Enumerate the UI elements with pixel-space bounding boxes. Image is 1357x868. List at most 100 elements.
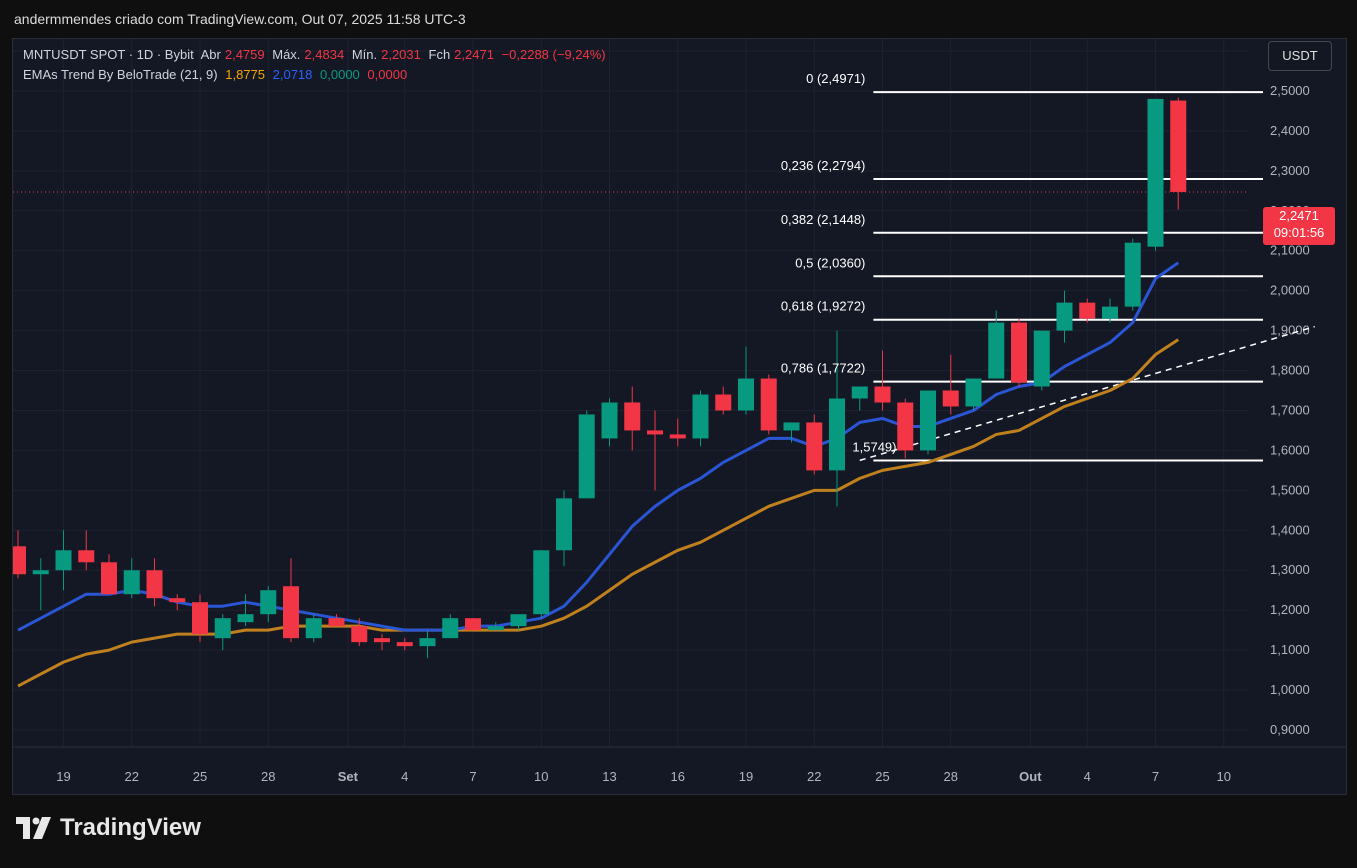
chart-panel[interactable]: 0,9000 1,0000 1,1000 1,2000 1,3000 1,4000 1,50… [12, 38, 1347, 795]
tradingview-logo-icon [16, 817, 51, 839]
x-tick-label: 19 [739, 769, 753, 784]
symbol-legend: MNTUSDT SPOT · 1D · Bybit Abr 2,4759 Máx.… [23, 47, 610, 62]
fib-level-label: 1,5749) [852, 439, 896, 454]
fib-level-label: 0,5 (2,0360) [795, 255, 865, 270]
open-value: 2,4759 [224, 47, 265, 62]
candle-body [283, 586, 299, 639]
candlestick-chart[interactable]: 0,9000 1,0000 1,1000 1,2000 1,3000 1,4000 1,50… [13, 39, 1346, 794]
high-label: Máx. [272, 47, 301, 62]
x-tick-label: 28 [261, 769, 275, 784]
indicator-value-2: 2,0718 [272, 67, 313, 82]
y-tick-label: 1,0000 [1270, 682, 1310, 697]
candle-body [78, 550, 95, 563]
candle-body [1079, 302, 1096, 319]
open-label: Abr [200, 47, 221, 62]
x-tick-label: Out [1019, 769, 1042, 784]
indicator-name: EMAs Trend By BeloTrade (21, 9) [23, 67, 218, 82]
fib-level-label: 0,618 (1,9272) [781, 299, 866, 314]
y-tick-label: 1,8000 [1270, 363, 1310, 378]
current-price-tag: 2,2471 09:01:56 [1263, 207, 1335, 245]
candle-body [351, 626, 368, 643]
y-tick-label: 1,3000 [1270, 562, 1310, 577]
x-tick-label: 7 [1152, 769, 1159, 784]
candle-body [556, 498, 572, 551]
candle-body [692, 394, 709, 439]
y-tick-label: 1,2000 [1270, 602, 1310, 617]
candle-body [510, 614, 527, 627]
ema-fast-line [17, 261, 1180, 632]
high-value: 2,4834 [304, 47, 345, 62]
candle-body [101, 562, 117, 595]
indicator-value-1: 1,8775 [225, 67, 265, 82]
y-tick-label: 1,7000 [1270, 402, 1310, 417]
y-tick-label: 1,4000 [1270, 522, 1310, 537]
candle-body [601, 402, 618, 439]
fib-level-label: 0 (2,4971) [806, 71, 865, 86]
x-tick-label: 7 [469, 769, 476, 784]
x-tick-label: 16 [671, 769, 685, 784]
y-tick-label: 1,1000 [1270, 642, 1310, 657]
change-value: −0,2288 (−9,24%) [501, 47, 606, 62]
candle-body [487, 626, 504, 631]
x-tick-label: 25 [193, 769, 207, 784]
y-tick-label: 2,5000 [1270, 83, 1310, 98]
indicator-legend: EMAs Trend By BeloTrade (21, 9) 1,8775 2… [23, 67, 411, 82]
y-tick-label: 1,6000 [1270, 442, 1310, 457]
fib-level-label: 0,382 (2,1448) [781, 212, 866, 227]
candle-body [760, 378, 777, 431]
low-value: 2,2031 [381, 47, 421, 62]
chart-attribution: andermmendes criado com TradingView.com,… [14, 11, 466, 27]
candle-body [396, 642, 413, 647]
x-tick-label: 4 [1084, 769, 1091, 784]
candle-body [1102, 306, 1118, 319]
candle-body [13, 546, 26, 575]
bar-countdown: 09:01:56 [1273, 225, 1325, 240]
close-label: Fch [428, 47, 451, 62]
candle-body [123, 570, 140, 595]
currency-button[interactable]: USDT [1268, 41, 1332, 71]
indicator-value-3: 0,0000 [320, 67, 360, 82]
x-tick-label: 22 [807, 769, 821, 784]
brand-name: TradingView [60, 814, 201, 841]
x-tick-label: Set [338, 769, 359, 784]
fib-level-label: 0,236 (2,2794) [781, 158, 866, 173]
close-value: 2,2471 [454, 47, 494, 62]
indicator-value-4: 0,0000 [367, 67, 408, 82]
candle-body [647, 430, 663, 435]
candle-body [783, 422, 800, 431]
candle-body [942, 390, 959, 407]
candle-body [169, 598, 186, 603]
y-tick-label: 0,9000 [1270, 722, 1310, 737]
x-tick-label: 10 [1217, 769, 1231, 784]
candle-body [55, 550, 72, 571]
candle-body [146, 570, 163, 599]
candle-body [328, 618, 345, 627]
candle-body [806, 422, 823, 471]
candle-body [1056, 302, 1073, 331]
candle-body [192, 602, 208, 635]
candle-body [851, 386, 868, 399]
candle-body [1124, 242, 1141, 307]
candle-body [1170, 100, 1187, 192]
symbol-name: MNTUSDT SPOT · 1D · Bybit [23, 47, 194, 62]
candle-body [419, 638, 436, 647]
y-tick-label: 1,5000 [1270, 482, 1310, 497]
candle-body [829, 398, 845, 471]
current-price-value: 2,2471 [1279, 208, 1319, 223]
y-tick-label: 1,9000 [1270, 323, 1310, 338]
candle-body [32, 570, 49, 575]
candle-body [1011, 322, 1027, 383]
candle-body [988, 322, 1005, 379]
candle-body [1033, 330, 1050, 387]
y-tick-label: 2,1000 [1270, 243, 1310, 258]
candle-body [214, 618, 231, 639]
candle-body [260, 590, 277, 615]
candle-body [874, 386, 891, 403]
tradingview-logo: TradingView [16, 814, 201, 842]
x-tick-label: 13 [602, 769, 616, 784]
candle-body [920, 390, 936, 451]
low-label: Mín. [351, 47, 378, 62]
x-tick-label: 19 [56, 769, 70, 784]
y-tick-label: 2,0000 [1270, 283, 1310, 298]
x-tick-label: 22 [125, 769, 139, 784]
